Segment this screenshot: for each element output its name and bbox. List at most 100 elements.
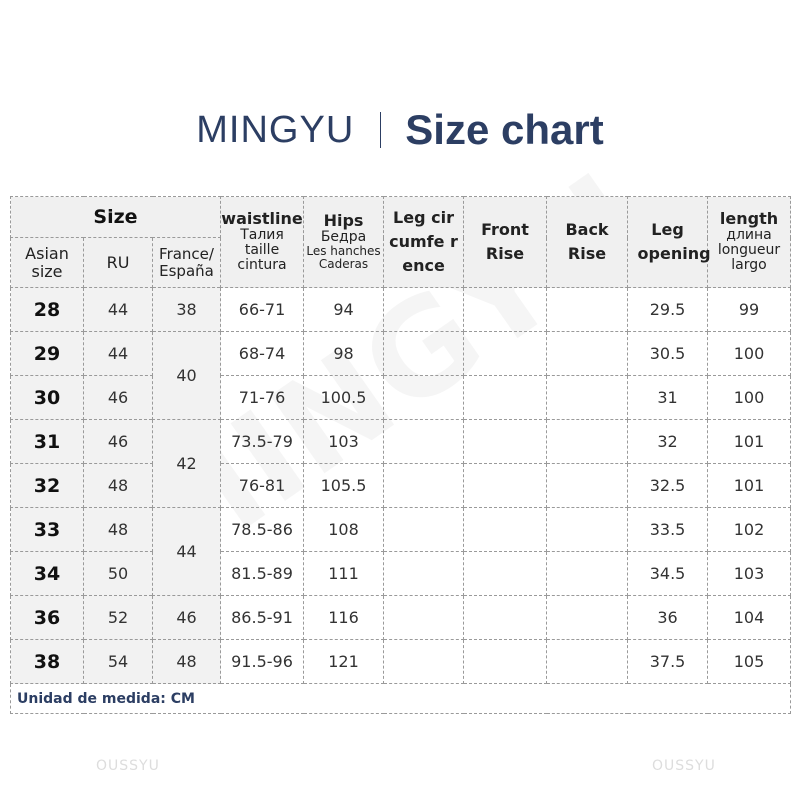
cell-france-espana: 38: [151, 287, 222, 332]
cell-ru: 46: [83, 419, 153, 464]
cell-leg-opening: 33.5: [627, 507, 709, 552]
cell-asian-size: 30: [10, 375, 84, 420]
cell-hips: 94: [303, 287, 385, 332]
cell-leg-circumference: [383, 331, 465, 376]
header-length: length длина longueur largo: [707, 196, 792, 288]
cell-waistline: 68-74: [220, 331, 305, 376]
cell-leg-circumference: [383, 375, 465, 420]
header-back-rise: Back Rise: [546, 196, 629, 288]
cell-leg-circumference: [383, 419, 465, 464]
cell-asian-size: 38: [10, 639, 84, 684]
cell-leg-opening: 32: [627, 419, 709, 464]
cell-front-rise: [463, 551, 548, 596]
header-leg-opening: Leg opening: [627, 196, 711, 288]
cell-hips: 98: [303, 331, 385, 376]
cell-waistline: 86.5-91: [220, 595, 305, 640]
cell-hips: 105.5: [303, 463, 385, 508]
cell-waistline: 71-76: [220, 375, 305, 420]
waistline-label: waistline: [221, 209, 303, 229]
cell-ru: 50: [83, 551, 153, 596]
cell-leg-circumference: [383, 639, 465, 684]
watermark-left: OUSSYU: [96, 758, 160, 774]
cell-back-rise: [546, 419, 629, 464]
header-leg-circumference: Leg circumfe rence: [383, 196, 465, 288]
cell-back-rise: [546, 331, 629, 376]
back-rise-label: Back Rise: [565, 220, 609, 263]
header-waistline: waistline Талия taille cintura: [220, 196, 305, 288]
cell-leg-opening: 31: [627, 375, 709, 420]
cell-france-espana: 40: [151, 331, 222, 420]
hips-translations: Les hanches Caderas: [306, 244, 381, 272]
header-hips: Hips Бедра Les hanches Caderas: [303, 196, 385, 288]
cell-ru: 44: [83, 287, 153, 332]
cell-leg-opening: 30.5: [627, 331, 709, 376]
table-row: 33 48 44 78.5-86 108 33.5 102: [10, 507, 792, 596]
cell-length: 100: [707, 331, 792, 376]
header-front-rise: Front Rise: [463, 196, 548, 288]
cell-back-rise: [546, 375, 629, 420]
cell-back-rise: [546, 463, 629, 508]
title-divider: [380, 112, 382, 148]
cell-leg-opening: 29.5: [627, 287, 709, 332]
unit-note: Unidad de medida: CM: [9, 683, 792, 714]
cell-hips: 116: [303, 595, 385, 640]
cell-waistline: 73.5-79: [220, 419, 305, 464]
cell-hips: 108: [303, 507, 385, 552]
size-chart-table: Size waistline Талия taille cintura Hips…: [9, 196, 792, 714]
length-translations: длина longueur largo: [717, 226, 781, 274]
cell-leg-circumference: [383, 507, 465, 552]
cell-length: 101: [707, 463, 792, 508]
waistline-translations: Талия taille cintura: [237, 226, 287, 274]
cell-leg-circumference: [383, 463, 465, 508]
cell-ru: 54: [83, 639, 153, 684]
header-asian-size: Asian size: [10, 237, 84, 288]
table-row: 32 48 76-81 105.5 32.5 101: [10, 463, 792, 508]
cell-asian-size: 32: [10, 463, 84, 508]
table-row: 34 50 81.5-89 111 34.5 103: [10, 551, 792, 596]
cell-front-rise: [463, 331, 548, 376]
cell-leg-opening: 34.5: [627, 551, 709, 596]
table-row: 38 54 48 91.5-96 121 37.5 105: [10, 639, 792, 684]
front-rise-label: Front Rise: [481, 220, 529, 263]
cell-length: 101: [707, 419, 792, 464]
cell-front-rise: [463, 463, 548, 508]
cell-asian-size: 29: [10, 331, 84, 376]
cell-front-rise: [463, 639, 548, 684]
header-france-espana: France/ España: [151, 237, 222, 288]
cell-asian-size: 36: [10, 595, 84, 640]
cell-back-rise: [546, 551, 629, 596]
cell-back-rise: [546, 507, 629, 552]
cell-hips: 103: [303, 419, 385, 464]
cell-asian-size: 28: [10, 287, 84, 332]
table-row: 31 46 42 73.5-79 103 32 101: [10, 419, 792, 508]
cell-hips: 111: [303, 551, 385, 596]
header-ru: RU: [83, 237, 153, 288]
cell-leg-circumference: [383, 287, 465, 332]
cell-front-rise: [463, 419, 548, 464]
hips-label: Hips: [323, 211, 364, 231]
cell-back-rise: [546, 287, 629, 332]
cell-length: 105: [707, 639, 792, 684]
cell-length: 104: [707, 595, 792, 640]
cell-length: 99: [707, 287, 792, 332]
cell-waistline: 91.5-96: [220, 639, 305, 684]
cell-back-rise: [546, 639, 629, 684]
cell-france-espana: 44: [151, 507, 222, 596]
cell-waistline: 66-71: [220, 287, 305, 332]
cell-ru: 46: [83, 375, 153, 420]
cell-ru: 48: [83, 507, 153, 552]
table-row: 36 52 46 86.5-91 116 36 104: [10, 595, 792, 640]
cell-front-rise: [463, 375, 548, 420]
cell-waistline: 81.5-89: [220, 551, 305, 596]
cell-ru: 48: [83, 463, 153, 508]
cell-hips: 100.5: [303, 375, 385, 420]
cell-length: 102: [707, 507, 792, 552]
table-row: 28 44 38 66-71 94 29.5 99: [10, 287, 792, 332]
cell-leg-opening: 36: [627, 595, 709, 640]
cell-leg-opening: 32.5: [627, 463, 709, 508]
header: MINGYU Size chart: [0, 100, 800, 160]
page-title: Size chart: [405, 106, 604, 153]
leg-opening-label: Leg opening: [637, 220, 711, 263]
cell-asian-size: 33: [10, 507, 84, 552]
length-label: length: [719, 209, 779, 229]
